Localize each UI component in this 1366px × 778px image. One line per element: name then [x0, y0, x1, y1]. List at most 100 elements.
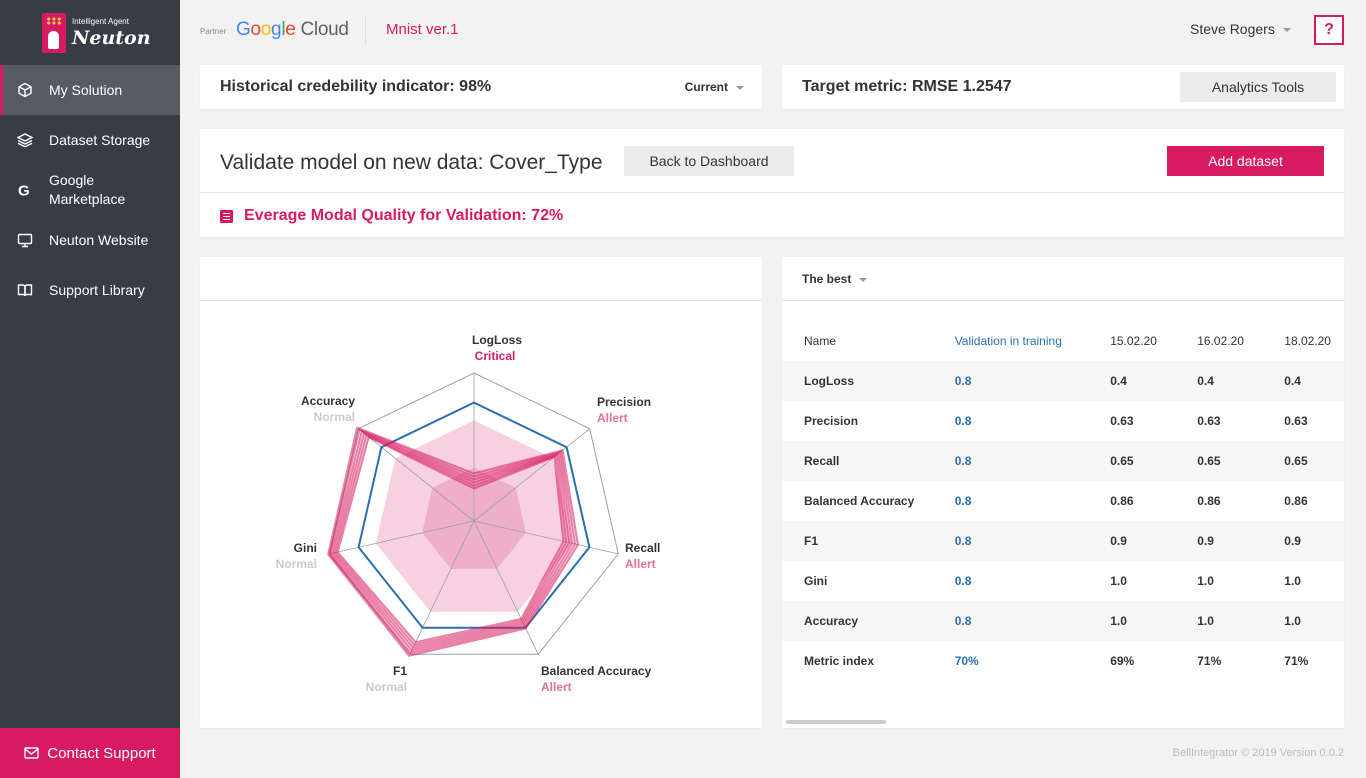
row-value: 69%	[1110, 654, 1135, 668]
validate-card: Validate model on new data: Cover_Type B…	[200, 129, 1344, 237]
book-icon	[17, 282, 33, 298]
row-value: 0.86	[1284, 494, 1308, 508]
google-icon: G	[17, 182, 33, 199]
radar-spoke	[473, 520, 619, 555]
horizontal-scrollbar[interactable]	[786, 720, 886, 724]
divider	[200, 300, 762, 301]
row-value: 0.65	[1284, 441, 1344, 481]
table-row: Balanced Accuracy 0.8 0.86 0.86 0.86	[782, 481, 1344, 521]
credibility-selector-value: Current	[684, 80, 728, 94]
row-value: 0.4	[1284, 361, 1344, 401]
column-header-validation[interactable]: Validation in training	[954, 334, 1062, 348]
row-validation-value: 0.8	[954, 494, 972, 508]
contact-support-label: Contact Support	[47, 744, 156, 762]
logo-name: Neuton	[72, 26, 151, 49]
axis-status-gini: Normal	[276, 557, 317, 571]
radar-reference-line	[357, 401, 591, 629]
row-value: 0.9	[1284, 521, 1344, 561]
chevron-down-icon	[1282, 28, 1291, 33]
row-name: Balanced Accuracy	[804, 494, 915, 508]
sidebar-item-neuton-website[interactable]: Neuton Website	[0, 215, 180, 265]
analytics-tools-button[interactable]: Analytics Tools	[1180, 72, 1336, 102]
page-title: Validate model on new data: Cover_Type	[220, 151, 603, 174]
axis-label-recall: Recall	[625, 541, 660, 555]
table-row: Precision 0.8 0.63 0.63 0.63	[782, 401, 1344, 441]
chevron-down-icon	[736, 85, 744, 90]
row-value: 0.65	[1110, 441, 1198, 481]
radar-labels: LogLoss Critical Precision Allert Recall…	[276, 333, 661, 694]
metrics-table-card: The best Name Validation in training 15.…	[782, 257, 1344, 728]
sidebar-item-dataset-storage[interactable]: Dataset Storage	[0, 115, 180, 165]
axis-status-logloss: Critical	[475, 349, 516, 363]
sidebar-item-support-library[interactable]: Support Library	[0, 265, 180, 315]
radar-series-line	[334, 434, 568, 647]
table-row: LogLoss 0.8 0.4 0.4 0.4	[782, 361, 1344, 401]
axis-label-precision: Precision	[597, 395, 651, 409]
row-value: 0.86	[1110, 494, 1134, 508]
row-value: 1.0	[1284, 574, 1301, 588]
top-header: Partner Google Cloud Mnist ver.1 Steve R…	[180, 0, 1366, 60]
divider	[200, 192, 1344, 193]
target-metric: Target metric: RMSE 1.2547	[802, 78, 1012, 95]
row-name: LogLoss	[782, 361, 955, 401]
sidebar: Intelligent Agent Neuton My Solution Dat…	[0, 0, 180, 778]
radar-series-line	[332, 432, 571, 649]
radar-series-line	[330, 430, 574, 652]
axis-label-logloss: LogLoss	[472, 333, 522, 347]
help-button[interactable]: ?	[1314, 15, 1344, 45]
row-value: 0.63	[1110, 414, 1134, 428]
row-value: 0.65	[1197, 441, 1285, 481]
contact-support-button[interactable]: Contact Support	[0, 728, 180, 778]
user-menu[interactable]: Steve Rogers	[1190, 21, 1291, 37]
row-value: 1.0	[1110, 601, 1198, 641]
sidebar-item-label: Neuton Website	[49, 232, 149, 248]
svg-text:G: G	[18, 183, 30, 199]
radar-series-line	[327, 426, 579, 657]
footer-version: BellIntegrator © 2019 Version 0.0.2	[1172, 747, 1344, 759]
cube-icon	[17, 82, 33, 98]
row-validation-value: 0.8	[954, 414, 972, 428]
sidebar-item-label: Support Library	[49, 282, 145, 298]
sidebar-item-google-marketplace[interactable]: G Google Marketplace	[0, 165, 180, 215]
row-validation-value: 0.8	[954, 361, 1111, 401]
partner-label: Partner	[200, 27, 227, 36]
table-row: F1 0.8 0.9 0.9 0.9	[782, 521, 1344, 561]
row-validation-value: 0.8	[954, 521, 1111, 561]
project-name[interactable]: Mnist ver.1	[386, 21, 459, 38]
axis-status-precision: Allert	[597, 411, 628, 425]
back-to-dashboard-button[interactable]: Back to Dashboard	[624, 146, 794, 176]
row-name: Metric index	[804, 654, 875, 668]
radar-spoke	[473, 428, 590, 522]
best-selector-value: The best	[802, 272, 852, 286]
row-value: 0.9	[1197, 521, 1285, 561]
header-divider	[365, 16, 366, 44]
axis-status-recall: Allert	[625, 557, 656, 571]
radar-series-line	[336, 435, 565, 644]
axis-status-accuracy: Normal	[314, 410, 355, 424]
table-row: Recall 0.8 0.65 0.65 0.65	[782, 441, 1344, 481]
axis-label-accuracy: Accuracy	[301, 394, 355, 408]
radar-spoke	[409, 520, 475, 655]
table-row: Gini 0.8 1.0 1.0 1.0	[782, 561, 1344, 601]
row-validation-value: 0.8	[954, 574, 972, 588]
monitor-icon	[17, 232, 33, 248]
table-header-row: Name Validation in training 15.02.20 16.…	[782, 321, 1344, 361]
add-dataset-button[interactable]: Add dataset	[1167, 146, 1324, 176]
radar-spoke	[473, 520, 539, 655]
sidebar-item-label: My Solution	[49, 82, 123, 98]
credibility-selector[interactable]: Current	[685, 80, 744, 94]
target-metric-card: Target metric: RMSE 1.2547 Analytics Too…	[782, 65, 1344, 109]
row-value: 0.9	[1110, 521, 1198, 561]
radar-spoke	[329, 520, 475, 555]
radar-series	[327, 426, 579, 657]
row-name: Gini	[804, 574, 828, 588]
row-value: 71%	[1284, 654, 1309, 668]
report-icon	[220, 209, 233, 223]
credibility-indicator: Historical credebility indicator: 98%	[220, 78, 492, 95]
row-name: Accuracy	[782, 601, 955, 641]
neuton-logo[interactable]: Intelligent Agent Neuton	[0, 0, 180, 65]
sidebar-item-my-solution[interactable]: My Solution	[0, 65, 180, 115]
best-selector[interactable]: The best	[802, 272, 868, 286]
row-name: Recall	[782, 441, 955, 481]
row-value: 1.0	[1197, 601, 1285, 641]
